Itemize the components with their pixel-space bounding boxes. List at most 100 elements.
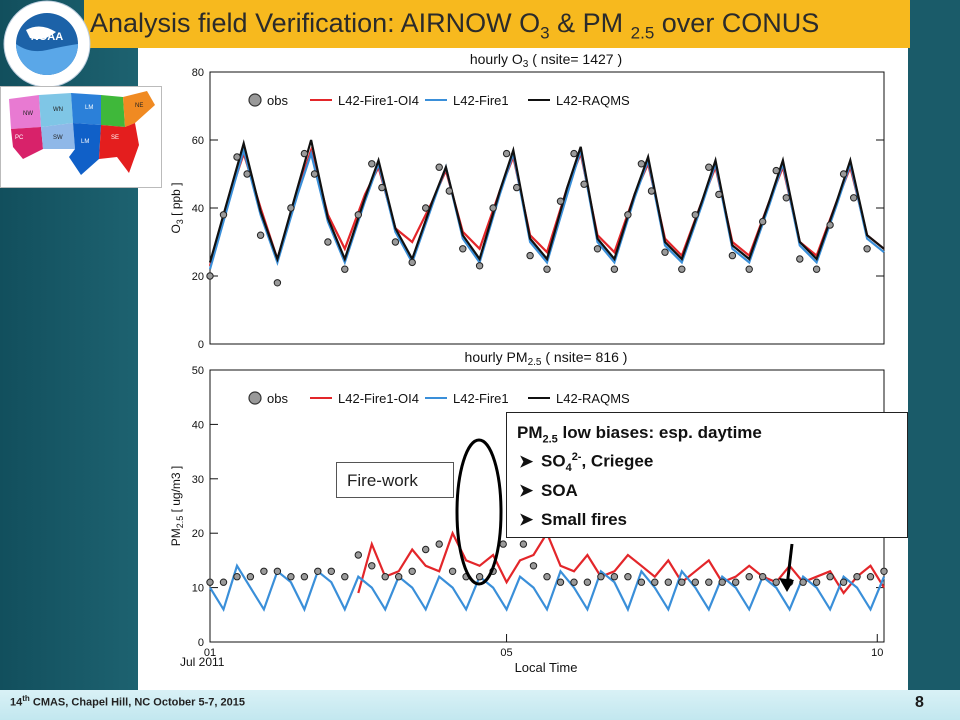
o3-obs-point [570,149,578,158]
pm-ytick-label: 20 [192,528,204,540]
o3-obs-point [593,245,602,253]
o3-legend-label: L42-RAQMS [556,93,630,108]
o3-legend-label: L42-Fire1 [453,93,509,108]
firework-label: Fire-work [347,471,418,490]
o3-obs-point [378,183,386,192]
map-label: WN [53,107,63,113]
pm-x-start-label: Jul 2011 [180,655,225,669]
o3-obs-point [796,255,804,263]
o3-obs-point [513,183,521,192]
o3-obs-point [287,204,295,212]
o3-obs-point [556,197,565,205]
o3-obs-point [745,265,753,273]
o3-obs-point [324,238,332,246]
pm-series-line [357,530,885,595]
pm-obs-point [812,578,821,586]
o3-series-line [208,139,885,263]
o3-ytick-label: 40 [192,203,204,215]
o3-obs-point [624,211,632,219]
o3-obs-point [243,170,251,178]
pm-obs-point [772,578,780,586]
pm-ytick-label: 30 [192,474,204,486]
o3-legend-label: L42-Fire1-OI4 [338,93,419,108]
pm-obs-point [597,573,605,581]
slide-title: Analysis field Verification: AIRNOW O3 &… [90,8,820,43]
pm-obs-point [246,573,255,581]
pm-obs-point [624,573,632,581]
o3-y-axis-label: O3 [ ppb ] [169,182,185,233]
o3-obs-point [256,231,265,239]
pm-obs-point [583,578,592,586]
o3-chart-title: hourly O3 ( nsite= 1427 ) [470,51,622,70]
o3-obs-point [839,170,848,178]
o3-obs-point [782,194,790,202]
o3-obs-point [678,265,686,273]
o3-obs-point [812,265,821,273]
pm-obs-point [691,578,699,586]
pm-obs-point [839,578,848,586]
o3-obs-point [759,217,767,226]
charts-svg: hourly O3 ( nsite= 1427 ) O3 [ ppb ] 0 20… [169,51,888,675]
pm-obs-point [853,573,861,581]
o3-ytick-label: 60 [192,135,204,147]
map-label: LM [85,105,93,111]
o3-plot-frame [209,71,885,345]
pm-obs-point [570,578,578,586]
bias-item-soa: ➤ SOA [519,481,578,500]
pm-chart: hourly PM2.5 ( nsite= 816 ) PM2.5 [ ug/m… [169,349,888,675]
arrow-bullet-icon: ➤ [519,481,534,500]
o3-obs-point [661,248,669,256]
arrow-bullet-icon: ➤ [519,510,534,529]
pm-ytick-label: 0 [198,637,204,649]
o3-ytick-label: 80 [192,67,204,79]
pm-y-axis-label: PM2.5 [ ug/m3 ] [169,466,185,547]
bias-callout: PM2.5 low biases: esp. daytime ➤ SO42-, C… [506,412,908,538]
o3-obs-point [715,190,723,199]
pm-legend-label: obs [267,391,288,406]
pm-obs-point [300,573,309,581]
bias-title: PM2.5 low biases: esp. daytime [517,423,762,446]
o3-legend-swatch [248,93,262,107]
map-label: NW [23,111,33,117]
o3-obs-point [206,272,214,280]
pm-obs-point [678,578,686,586]
o3-obs-point [391,238,400,246]
o3-obs-point [445,187,453,195]
footer-text: 14th CMAS, Chapel Hill, NC October 5-7, … [10,694,245,709]
pm-obs-point [475,573,484,581]
map-label: NE [135,103,143,109]
pm-obs-point [799,578,807,586]
o3-chart: hourly O3 ( nsite= 1427 ) O3 [ ppb ] 0 20… [169,51,885,351]
o3-obs-point [691,211,699,219]
pm-xtick-label: 05 [500,647,512,659]
o3-obs-point [475,262,484,270]
o3-obs-point [459,245,467,253]
o3-obs-point [368,160,376,168]
o3-obs-point [300,149,309,158]
pm-obs-point [651,578,659,586]
pm-obs-point [368,562,376,570]
o3-obs-point [233,153,241,161]
pm-obs-point [718,578,726,586]
pm-x-axis-label: Local Time [515,660,578,675]
pm-obs-point [637,578,646,586]
o3-obs-point [772,166,780,175]
o3-obs-point [341,265,349,273]
pm-obs-point [435,540,443,548]
pm-obs-point [519,540,528,548]
pm-obs-point [408,567,416,575]
pm-obs-point [732,578,740,586]
pm-legend-label: L42-RAQMS [556,391,630,406]
pm-obs-point [610,573,619,581]
o3-obs-point [219,211,228,219]
o3-obs-point [310,170,319,178]
firework-callout: Fire-work [336,462,454,498]
o3-ytick-label: 0 [198,339,204,351]
o3-obs-point [637,160,646,168]
pm-obs-point [448,567,457,575]
annotation-arrow-head [779,578,794,592]
o3-obs-point [502,149,511,158]
o3-obs-point [610,265,619,273]
o3-obs-point [543,265,551,273]
pm-obs-point [422,545,430,554]
